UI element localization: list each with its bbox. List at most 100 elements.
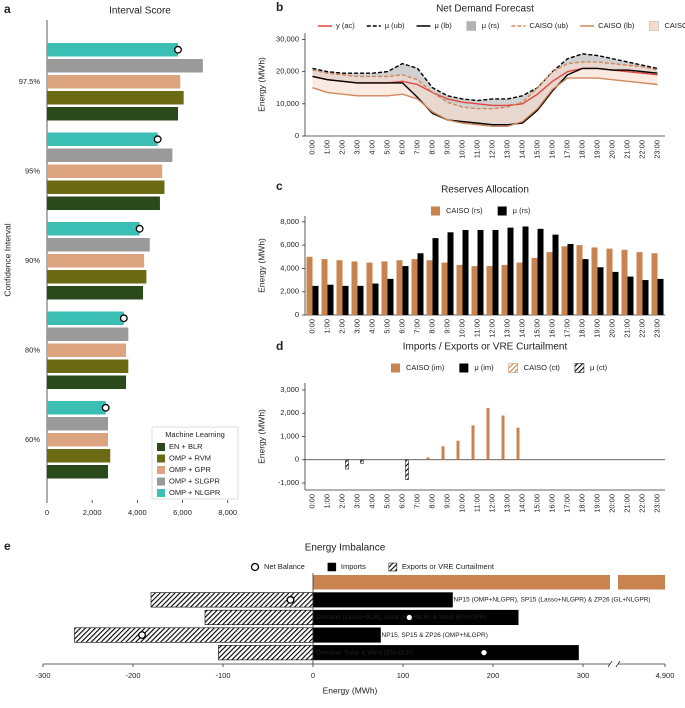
bar [636, 252, 643, 315]
legend-swatch [459, 363, 469, 373]
x-tick-label: 10:00 [457, 494, 466, 513]
x-tick-label: 15:00 [532, 319, 541, 338]
x-tick-label: 200 [487, 671, 500, 680]
legend-swatch [157, 489, 165, 497]
y-tick-label: -1,000 [278, 478, 299, 487]
x-tick-label: 5:00 [382, 494, 391, 509]
bar [47, 254, 145, 268]
legend-label: CAISO (im) [406, 363, 445, 372]
legend-swatch [388, 562, 398, 572]
legend-swatch [508, 363, 518, 373]
bar [345, 459, 349, 470]
line [312, 77, 658, 128]
bar [74, 627, 314, 643]
bar [621, 249, 628, 315]
legend-swatch [250, 562, 260, 572]
x-tick-label: 100 [397, 671, 410, 680]
x-tick-label: 3:00 [352, 319, 361, 334]
y-tick-label: 3,000 [280, 385, 299, 394]
bar [447, 232, 454, 315]
bar [47, 433, 108, 447]
y-tick-label: 0 [295, 131, 299, 140]
x-tick-label: 5:00 [382, 319, 391, 334]
x-tick-label: 6:00 [397, 494, 406, 509]
chart-title: Interval Score [109, 6, 171, 17]
legend-label: μ (ct) [590, 363, 608, 372]
x-tick-label: -300 [35, 671, 50, 680]
marker [153, 135, 162, 144]
x-tick-label: 1:00 [322, 494, 331, 509]
y-tick-label: 8,000 [280, 217, 299, 226]
legend-swatch [431, 206, 440, 216]
x-tick-label: 2:00 [337, 319, 346, 334]
y-tick-label: 80% [25, 345, 40, 354]
y-tick-label: 30,000 [276, 34, 299, 43]
legend-label: OMP + SLGPR [169, 476, 221, 485]
bar [218, 645, 314, 661]
bar [402, 266, 409, 315]
y-tick-label: 0 [295, 455, 299, 464]
y-tick-label: 60% [25, 435, 40, 444]
x-tick-label: 16:00 [547, 140, 556, 159]
bar [306, 256, 313, 315]
x-tick-label: 17:00 [562, 494, 571, 513]
x-tick-label: 21:00 [622, 494, 631, 513]
legend-swatch [157, 477, 165, 486]
x-tick-label: 0:00 [307, 319, 316, 334]
net-balance [480, 648, 488, 657]
legend-swatch [327, 562, 337, 572]
marker [135, 224, 144, 233]
x-tick-label: 15:00 [532, 140, 541, 159]
legend-swatch [574, 363, 585, 373]
bar [642, 280, 649, 315]
x-tick-label: 19:00 [592, 319, 601, 338]
bar [47, 286, 143, 300]
bar [501, 415, 505, 460]
x-tick-label: 13:00 [502, 319, 511, 338]
x-tick-label: 12:00 [487, 494, 496, 513]
bar [651, 253, 658, 315]
bar [321, 259, 328, 315]
bar [47, 327, 129, 341]
x-tick-label: 4:00 [367, 494, 376, 509]
bar [456, 440, 460, 460]
bar [387, 278, 394, 315]
legend-label: CAISO (ub) [529, 21, 568, 30]
y-tick-label: 0 [295, 310, 299, 319]
legend-box [151, 426, 239, 500]
row-label: NP15 (OMP+NLGPR), SP15 (Lasso+NLGPR) & Z… [454, 597, 651, 604]
bar [576, 245, 583, 315]
x-tick-label: -100 [215, 671, 230, 680]
x-tick-label: 10:00 [457, 319, 466, 338]
bar [405, 459, 409, 480]
legend-label: OMP + RVM [169, 453, 211, 462]
marker [101, 403, 110, 412]
x-tick-label: 23:00 [652, 140, 661, 159]
legend-label: CAISO (rs) [664, 21, 685, 30]
row-label: Demand, Solar & Wind (EN+BLR) [316, 649, 414, 656]
bar [417, 253, 424, 315]
x-tick-label: 13:00 [502, 494, 511, 513]
x-axis-label: Energy (MWh) [323, 685, 378, 695]
x-tick-label: 0:00 [307, 494, 316, 509]
chart-title: Energy Imbalance [305, 543, 386, 554]
y-tick-label: 95% [25, 166, 40, 175]
y-tick-label: 10,000 [276, 99, 299, 108]
legend-label: μ (ub) [385, 21, 405, 30]
legend-swatch [391, 363, 400, 373]
bar [396, 260, 403, 315]
bar [432, 238, 439, 315]
legend-label: CAISO (lb) [598, 21, 635, 30]
legend-label: EN + BLR [169, 442, 203, 451]
bar [312, 627, 381, 643]
legend-label: Net Balance [264, 562, 305, 571]
y-tick-label: 2,000 [280, 408, 299, 417]
x-tick-label: 3:00 [352, 494, 361, 509]
bar [47, 107, 179, 121]
bar [47, 196, 160, 210]
x-tick-label: 22:00 [637, 140, 646, 159]
bar [47, 401, 106, 415]
bar [47, 91, 184, 105]
panel-letter: b [276, 0, 283, 14]
x-tick-label: 8,000 [218, 508, 237, 517]
